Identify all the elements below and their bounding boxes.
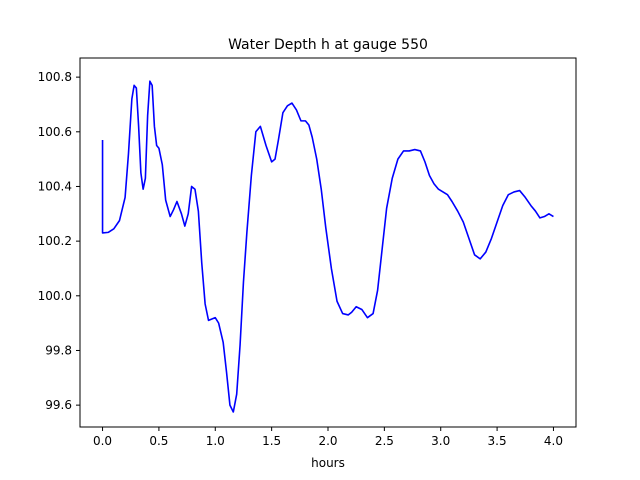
y-tick-label: 100.0 <box>38 289 72 303</box>
y-tick-label: 100.8 <box>38 70 72 84</box>
x-tick-label: 3.0 <box>431 434 450 448</box>
chart-title: Water Depth h at gauge 550 <box>228 37 428 53</box>
y-tick-label: 99.6 <box>45 398 72 412</box>
x-tick-label: 3.5 <box>488 434 507 448</box>
x-axis: 0.0 0.5 1.0 1.5 2.0 2.5 3.0 3.5 4.0 <box>93 427 563 448</box>
plot-area <box>101 80 554 413</box>
x-tick-label: 2.5 <box>375 434 394 448</box>
x-tick-label: 2.0 <box>318 434 337 448</box>
x-tick-label: 0.5 <box>149 434 168 448</box>
x-tick-label: 4.0 <box>544 434 563 448</box>
series-line-0 <box>101 80 554 413</box>
y-axis: 99.6 99.8 100.0 100.2 100.4 100.6 100.8 <box>38 70 80 412</box>
x-tick-label: 1.5 <box>262 434 281 448</box>
x-axis-label: hours <box>311 456 345 470</box>
y-tick-label: 100.6 <box>38 125 72 139</box>
x-tick-label: 0.0 <box>93 434 112 448</box>
y-tick-label: 100.4 <box>38 179 72 193</box>
y-tick-label: 99.8 <box>45 343 72 357</box>
x-tick-label: 1.0 <box>206 434 225 448</box>
y-tick-label: 100.2 <box>38 234 72 248</box>
